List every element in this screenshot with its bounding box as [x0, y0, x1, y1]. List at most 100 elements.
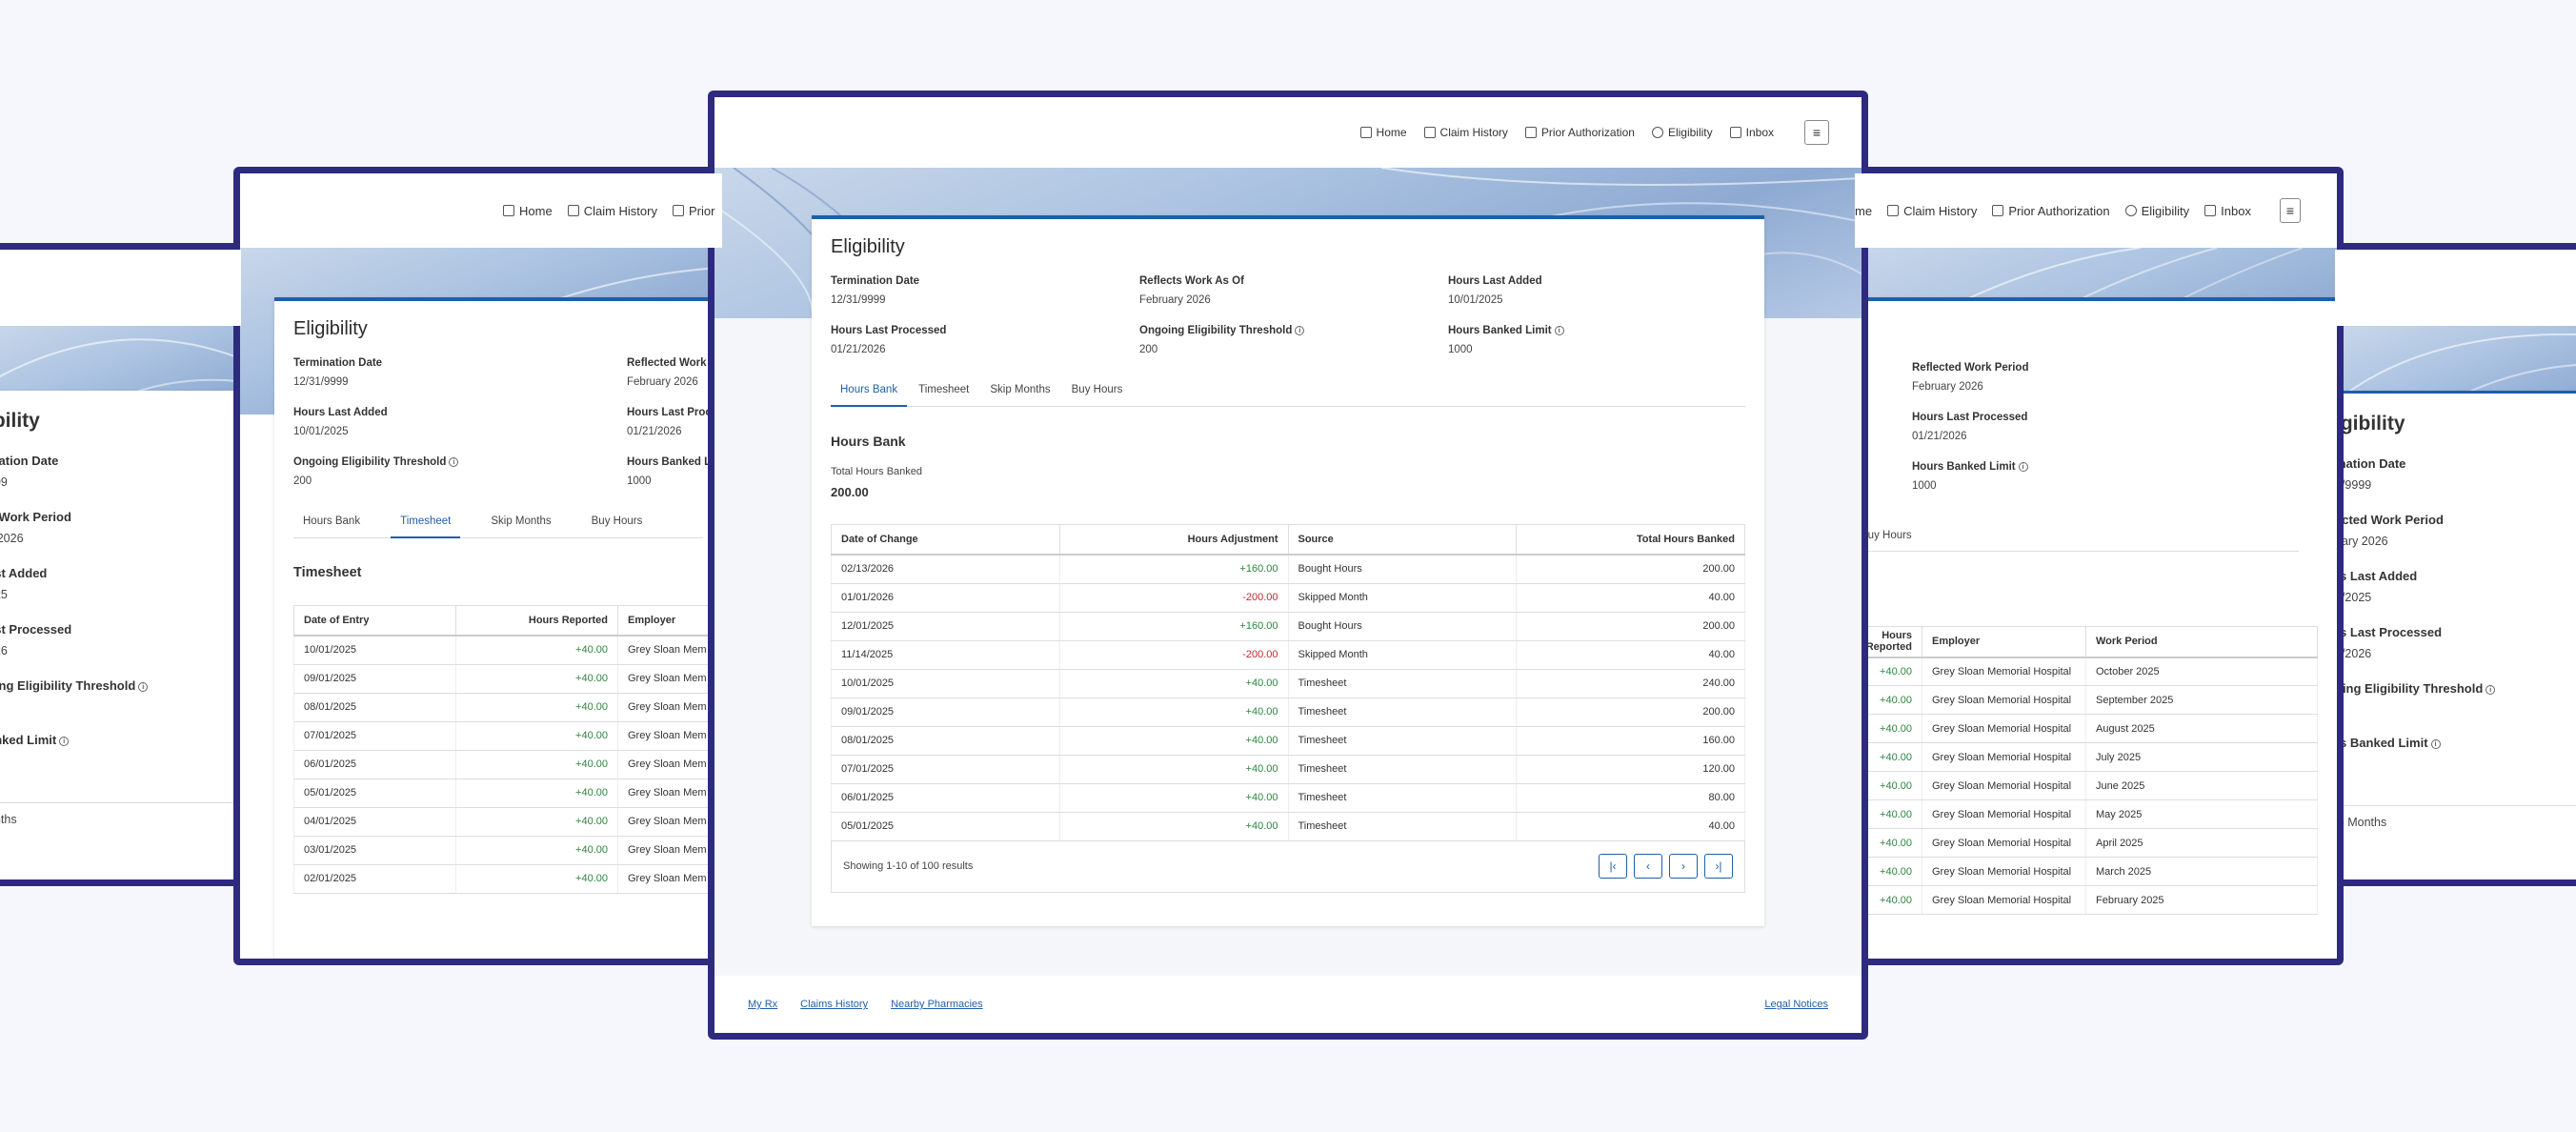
footer-link-legal-notices[interactable]: Legal Notices — [1764, 999, 1828, 1010]
nav-eligibility[interactable]: Eligibility — [2124, 203, 2190, 218]
eligibility-card: Eligibility Termination Date 12/31/9999 R… — [812, 215, 1764, 926]
cell-employer: Grey Sloan Mem — [617, 721, 722, 751]
nav-claim-history[interactable]: Claim History — [1423, 126, 1508, 139]
cell-adjustment: -200.00 — [1058, 583, 1289, 613]
cell-source: Bought Hours — [1287, 555, 1518, 584]
field-label: Hours Last Added — [293, 407, 388, 418]
info-icon[interactable]: i — [2430, 738, 2441, 749]
main-header: Home Claim History Prior Authorization E… — [714, 97, 1862, 168]
tab-buy-hours[interactable]: Buy Hours — [591, 515, 643, 527]
nav-inbox[interactable]: Inbox — [1729, 126, 1774, 139]
table-row: 10/01/2025 +40.00 Grey Sloan Mem — [293, 636, 722, 665]
field-label: Ongoing Eligibility Threshold — [293, 456, 447, 468]
nav-home[interactable]: Home — [503, 204, 553, 218]
label-text: oing Eligibility Threshold — [0, 678, 136, 693]
tab-skip-months[interactable]: Skip Months — [990, 384, 1051, 395]
nav-home[interactable]: me — [1855, 204, 1872, 218]
info-icon[interactable]: i — [2485, 684, 2496, 695]
table-row: 01/01/2026 -200.00 Skipped Month 40.00 — [831, 583, 1745, 613]
right-header: me Claim History Prior Authorization Eli… — [1855, 173, 2337, 248]
tab-buy-hours[interactable]: Buy Hours — [1071, 384, 1123, 395]
nav-eligibility[interactable]: Eligibility — [1651, 126, 1713, 139]
footer-link-claims-history[interactable]: Claims History — [800, 999, 869, 1010]
check-circle-icon — [2124, 205, 2137, 216]
cell-employer: Grey Sloan Memorial Hospital — [1922, 685, 2086, 715]
field-value: February 2026 — [1912, 381, 1983, 393]
tab-skip-months[interactable]: ip Months — [2335, 805, 2576, 829]
field-label: Termination Date — [293, 357, 383, 369]
nav-label: Claim History — [583, 203, 657, 218]
prev-page-button[interactable]: ‹ — [1634, 854, 1662, 879]
cell-total: 40.00 — [1516, 640, 1745, 670]
nav-home[interactable]: Home — [1359, 126, 1407, 139]
next-page-button[interactable]: › — [1669, 854, 1698, 879]
footer-link-my-rx[interactable]: My Rx — [748, 999, 778, 1010]
shield-check-icon — [1524, 127, 1537, 138]
tab-skip-months[interactable]: Skip Months — [491, 515, 552, 527]
tab-buy-hours[interactable]: Buy Hours — [1861, 530, 1912, 541]
cell-total: 40.00 — [1516, 812, 1745, 841]
nav-claim-history[interactable]: Claim History — [567, 203, 657, 218]
cell-hours: +40.00 — [455, 807, 618, 837]
cell-date: 05/01/2025 — [831, 812, 1060, 841]
nav-prior-authorization[interactable]: Prior Authorization — [1992, 204, 2110, 218]
field-value: 10/01/2025 — [293, 426, 349, 437]
menu-button[interactable]: ≡ — [2279, 198, 2301, 223]
cell-employer: Grey Sloan Memorial Hospital — [1922, 828, 2086, 858]
info-icon[interactable]: i — [138, 681, 149, 692]
cell-employer: Grey Sloan Mem — [617, 807, 722, 837]
first-page-button[interactable]: |‹ — [1599, 854, 1627, 879]
cell-date: 10/01/2025 — [831, 669, 1060, 698]
last-page-button[interactable]: ›| — [1704, 854, 1733, 879]
field-reflects-work: Reflects Work As Of February 2026 — [1139, 275, 1448, 306]
field-value: 200 — [293, 475, 312, 487]
cell-employer: Grey Sloan Memorial Hospital — [1922, 771, 2086, 800]
cell-date: 09/01/2025 — [293, 664, 456, 694]
info-icon[interactable]: i — [59, 736, 70, 746]
nav-prior-authorization[interactable]: Prior — [672, 204, 714, 218]
label-text: rs Banked Limit — [2335, 736, 2428, 750]
table-row: +40.00 Grey Sloan Memorial Hospital Septem… — [1855, 685, 2318, 715]
field-value: 01/21/2026 — [1912, 431, 1967, 442]
cell-adjustment: +40.00 — [1058, 697, 1289, 727]
field-label: oing Eligibility Threshold i — [0, 678, 235, 693]
tab-hours-bank[interactable]: Hours Bank — [831, 384, 908, 407]
table-row: 11/14/2025 -200.00 Skipped Month 40.00 — [831, 640, 1745, 670]
info-icon[interactable]: i — [1554, 325, 1564, 335]
cell-employer: Grey Sloan Memorial Hospital — [1922, 714, 2086, 743]
nav-prior-authorization[interactable]: Prior Authorization — [1524, 126, 1635, 139]
footer-link-nearby-pharmacies[interactable]: Nearby Pharmacies — [891, 999, 983, 1010]
info-icon[interactable]: i — [449, 456, 459, 467]
table-row: 10/01/2025 +40.00 Timesheet 240.00 — [831, 669, 1745, 698]
tab-timesheet[interactable]: Timesheet — [391, 515, 461, 538]
cell-date: 12/01/2025 — [831, 612, 1060, 641]
nav-label: Eligibility — [2141, 203, 2190, 218]
far-left-window: ibility ination Date 999 d Work Period y… — [0, 243, 248, 886]
field-hours-last-processed: Hours Last Proce 01/21/2026 — [627, 407, 722, 437]
field-label: Hours Banked Limit — [1912, 461, 2016, 473]
table-row: 08/01/2025 +40.00 Grey Sloan Mem — [293, 693, 722, 722]
nav-inbox[interactable]: Inbox — [2204, 204, 2251, 218]
cell-work-period: September 2025 — [2085, 685, 2318, 715]
info-icon[interactable]: i — [1295, 325, 1305, 335]
tab-timesheet[interactable]: Timesheet — [918, 384, 970, 395]
menu-button[interactable]: ≡ — [1804, 120, 1829, 145]
cell-source: Timesheet — [1287, 726, 1518, 756]
nav-claim-history[interactable]: Claim History — [1887, 204, 1977, 218]
info-icon[interactable]: i — [2018, 461, 2028, 472]
table-row: 05/01/2025 +40.00 Timesheet 40.00 — [831, 812, 1745, 841]
cell-date: 09/01/2025 — [831, 697, 1060, 727]
tab-hours-bank[interactable]: Hours Bank — [303, 515, 361, 527]
field-label: oing Eligibility Threshold i — [2335, 681, 2576, 696]
field-value: 1000 — [627, 475, 652, 487]
cell-work-period: October 2025 — [2085, 657, 2318, 686]
home-icon — [503, 205, 514, 216]
field-value: 1000 — [1912, 480, 1937, 492]
col-hours-reported: Hours Reported — [455, 604, 618, 637]
cell-hours: +40.00 — [455, 636, 618, 665]
far-left-card: ibility ination Date 999 d Work Period y… — [0, 391, 241, 879]
field-label: Hours Last Proce — [627, 407, 718, 418]
label-text: anked Limit — [0, 733, 57, 747]
tab-skip-months[interactable]: onths — [0, 802, 235, 826]
